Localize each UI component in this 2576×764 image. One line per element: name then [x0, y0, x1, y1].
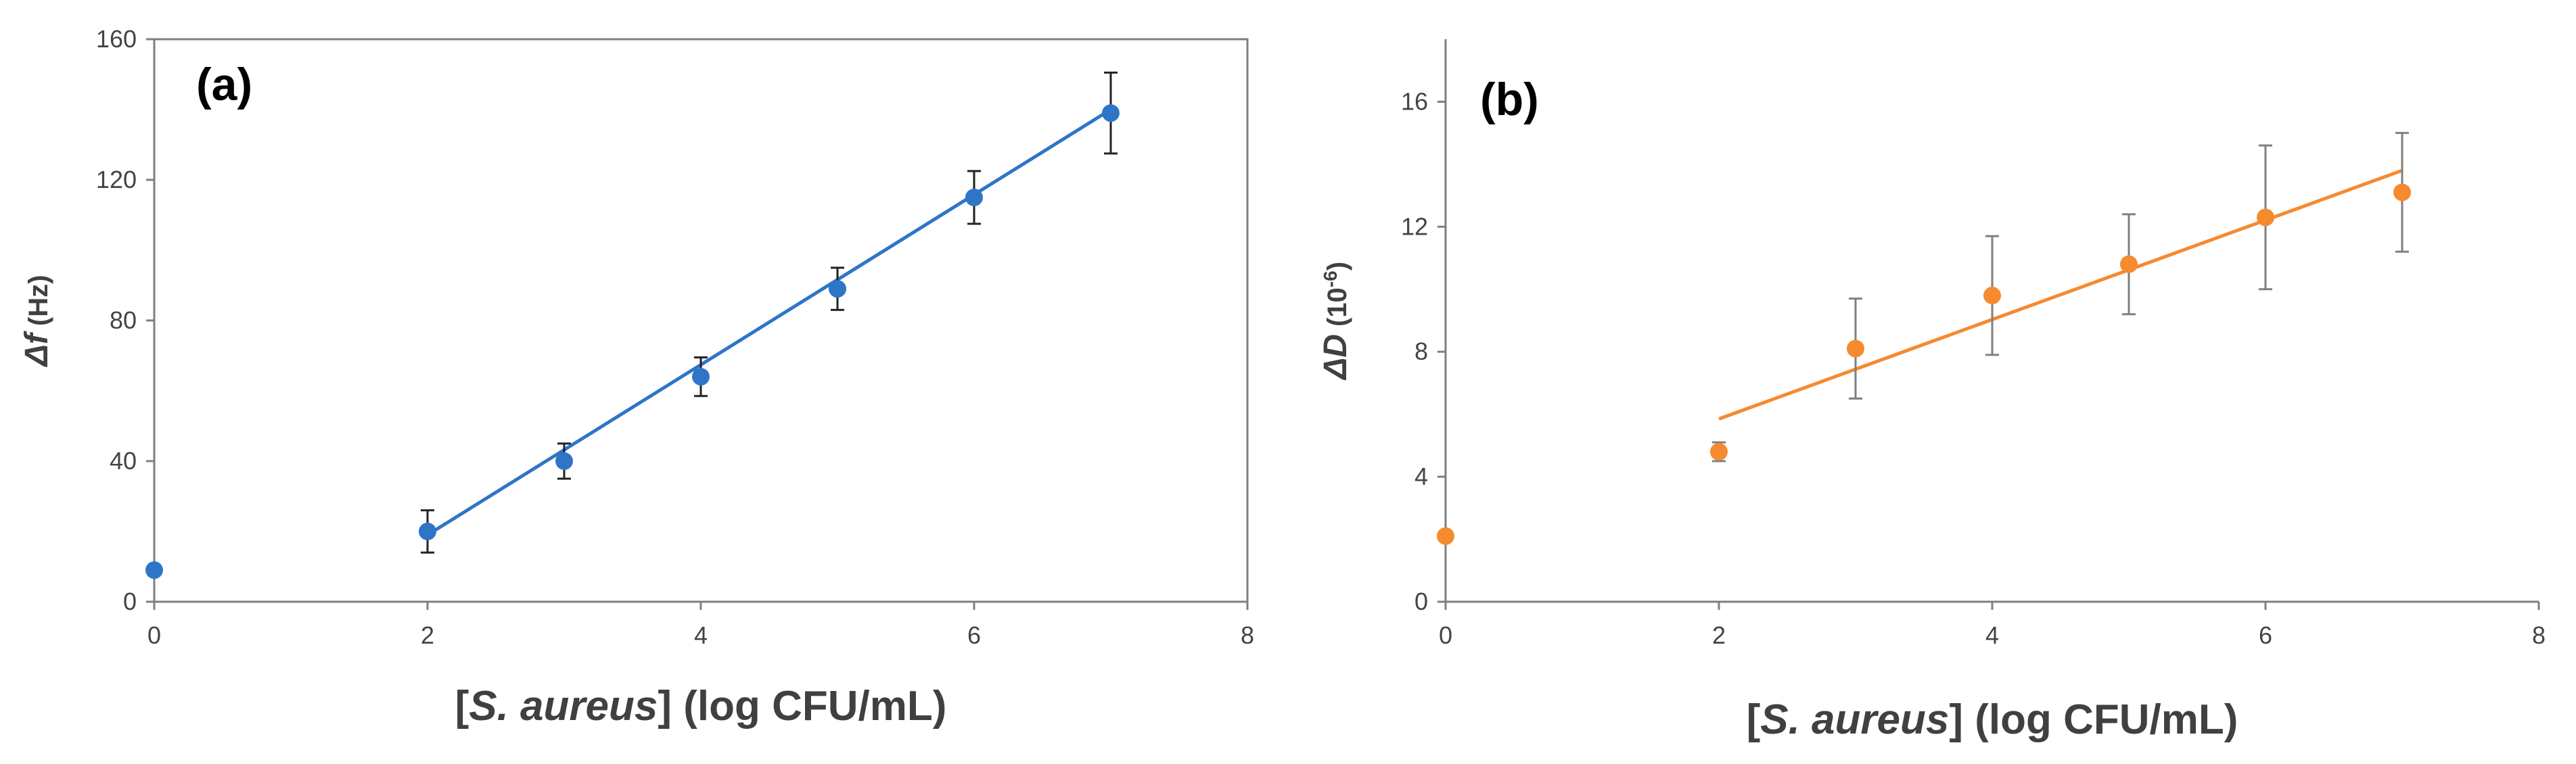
y-axis-title-unit: (10: [1322, 287, 1352, 334]
trendline: [1718, 168, 2403, 421]
y-tick-label: 160: [96, 25, 137, 53]
data-point: [145, 561, 163, 579]
data-point: [2120, 255, 2138, 273]
x-tick-label: 6: [967, 621, 981, 649]
chart-panel-a: 0 40 80 120 160 0 2 4 6 8 (a) [S. aureus] (log CFU/…: [19, 25, 1254, 730]
x-axis-title-species: S. aureus: [1760, 696, 1949, 743]
y-axis-title: Δf (Hz): [19, 275, 55, 368]
data-point: [555, 452, 573, 470]
data-point: [1102, 104, 1120, 122]
x-axis-title: [S. aureus] (log CFU/mL): [455, 683, 947, 730]
panel-label: (a): [196, 59, 252, 110]
x-tick-label: 4: [694, 621, 708, 649]
x-axis-title-unit: ] (log CFU/mL): [658, 683, 946, 730]
trendline: [426, 108, 1112, 537]
data-point: [1847, 339, 1864, 358]
y-axis-title-unit: (Hz): [24, 275, 53, 334]
x-tick-label: 6: [2259, 621, 2272, 649]
x-axis-title-open: [: [455, 683, 469, 730]
y-tick-label: 80: [110, 306, 137, 334]
data-point: [1710, 443, 1728, 461]
y-axis-title-symbol: Δf: [19, 331, 55, 367]
y-tick-label: 120: [96, 166, 137, 193]
panel-label: (b): [1480, 74, 1539, 125]
y-tick-label: 8: [1414, 337, 1428, 365]
data-point: [1437, 527, 1454, 545]
y-tick-label: 12: [1401, 212, 1428, 240]
y-tick-label: 0: [123, 588, 137, 615]
y-tick-label: 16: [1401, 87, 1428, 115]
x-axis-title: [S. aureus] (log CFU/mL): [1747, 696, 2238, 743]
x-tick-label: 0: [1439, 621, 1452, 649]
y-axis-title-superscript: -6: [1320, 270, 1341, 287]
y-axis-title-close: ): [1322, 262, 1352, 270]
y-axis-title-symbol: ΔD: [1318, 334, 1354, 381]
y-tick-label: 4: [1414, 462, 1428, 490]
x-axis-title-species: S. aureus: [469, 683, 658, 730]
x-tick-label: 2: [421, 621, 434, 649]
x-tick-label: 8: [2532, 621, 2546, 649]
plot-frame: [153, 38, 1249, 603]
data-point: [965, 189, 983, 206]
y-axis-title: ΔD (10-6): [1318, 262, 1354, 381]
chart-panel-b: 0 4 8 12 16 0 2 4 6 8 (b) [S. aureus] (log CFU/mL) Δ…: [1318, 39, 2546, 743]
x-axis-title-open: [: [1747, 696, 1761, 743]
data-point: [2393, 183, 2411, 201]
x-tick-label: 4: [1985, 621, 1999, 649]
y-tick-label: 0: [1414, 588, 1428, 615]
x-tick-label: 0: [147, 621, 161, 649]
data-point: [1983, 287, 2001, 305]
x-tick-label: 2: [1712, 621, 1726, 649]
x-tick-label: 8: [1241, 621, 1254, 649]
data-point: [419, 523, 436, 540]
data-point: [692, 368, 710, 386]
y-tick-label: 40: [110, 447, 137, 475]
data-point: [829, 280, 846, 298]
data-point: [2257, 208, 2274, 226]
x-axis-title-unit: ] (log CFU/mL): [1949, 696, 2238, 743]
